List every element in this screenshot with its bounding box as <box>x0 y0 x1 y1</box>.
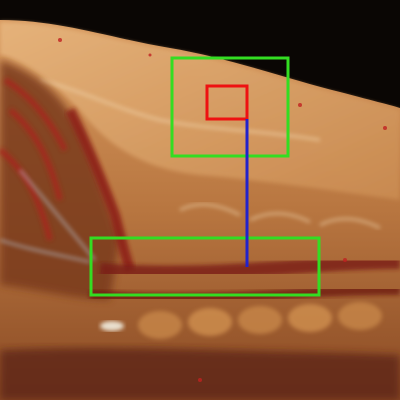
bluish-streak <box>0 169 97 264</box>
small-red-box <box>205 84 249 121</box>
diagonal-red-band <box>65 107 135 272</box>
left-red-streaks <box>0 77 68 241</box>
mid-segments <box>179 203 381 230</box>
red-speckles <box>58 38 387 382</box>
top-green-box <box>170 56 290 158</box>
bottom-green-box <box>89 236 321 297</box>
lower-segments <box>138 302 382 339</box>
pale-membrane <box>39 78 321 142</box>
horizontal-red-layer <box>99 255 400 280</box>
upper-tissue-band <box>0 22 400 200</box>
white-spot <box>100 321 124 331</box>
bottom-dark-band <box>0 347 400 400</box>
